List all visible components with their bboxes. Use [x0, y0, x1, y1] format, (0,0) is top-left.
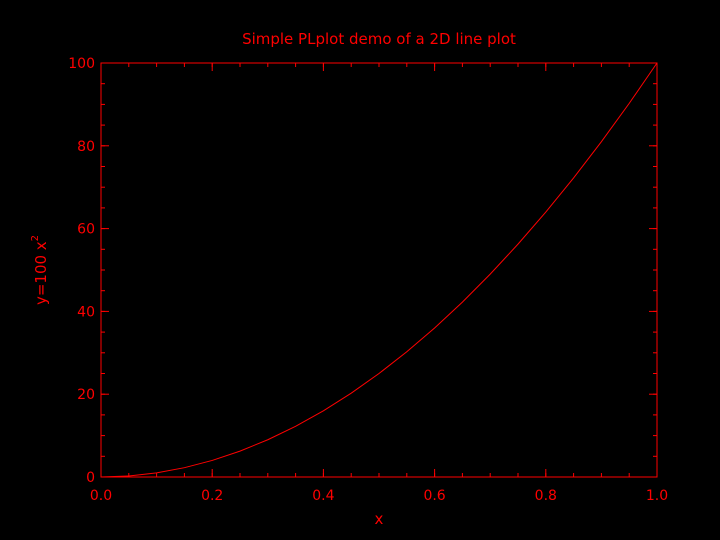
y-axis-label: y=100 x2: [30, 235, 50, 305]
y-axis-label-exponent: 2: [30, 235, 41, 241]
y-tick-label: 40: [77, 304, 95, 320]
x-tick-label: 0.8: [535, 488, 557, 504]
axis-ticks: [100, 62, 658, 478]
y-tick-label: 20: [77, 387, 95, 403]
y-tick-label: 0: [86, 470, 95, 486]
y-tick-label: 100: [68, 56, 95, 72]
x-tick-label: 0.2: [201, 488, 223, 504]
y-tick-label: 80: [77, 139, 95, 155]
x-tick-label: 0.0: [90, 488, 112, 504]
y-tick-label: 60: [77, 222, 95, 238]
y-axis-label-main: y=100 x: [32, 241, 50, 305]
x-tick-label: 0.4: [312, 488, 334, 504]
chart-title: Simple PLplot demo of a 2D line plot: [242, 30, 516, 48]
y-tick-labels: 0 20 40 60 80 100: [68, 56, 95, 486]
series-line-y: [100, 62, 658, 478]
x-tick-label: 0.6: [423, 488, 445, 504]
x-tick-label: 1.0: [646, 488, 668, 504]
x-axis-label: x: [375, 510, 384, 528]
x-tick-labels: 0.0 0.2 0.4 0.6 0.8 1.0: [90, 488, 668, 504]
